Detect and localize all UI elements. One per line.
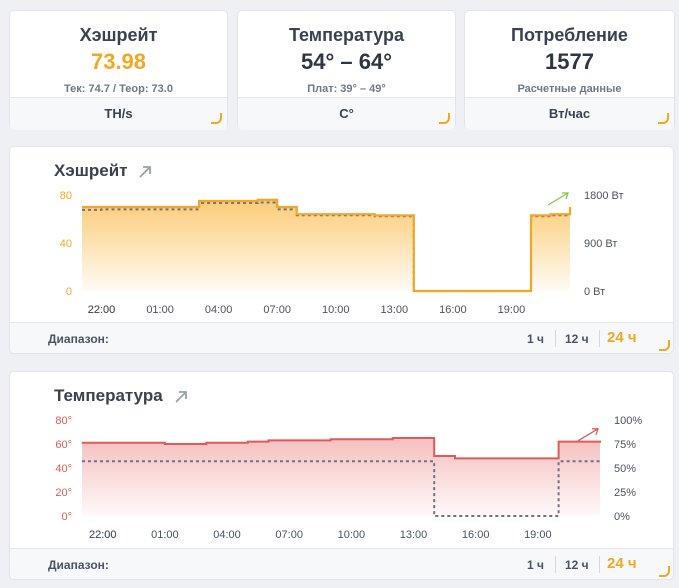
- corner-bracket-icon: [659, 566, 670, 577]
- consumption-stat-card: Потребление 1577 Расчетные данные Вт/час: [464, 10, 675, 130]
- series-area: [82, 438, 600, 516]
- y-tick-right: 0%: [614, 511, 630, 523]
- corner-bracket-icon: [659, 340, 670, 351]
- range-1h-button[interactable]: 1 ч: [527, 332, 544, 346]
- corner-bracket-icon: [658, 113, 669, 124]
- stat-subtext: Расчетные данные: [517, 83, 622, 95]
- trend-arrow-icon: [577, 428, 599, 442]
- x-tick: 01:00: [151, 529, 179, 541]
- range-label: Диапазон:: [48, 558, 109, 572]
- x-tick: 22:00: [88, 304, 116, 316]
- x-tick: 13:00: [381, 304, 409, 316]
- panel-title: Температура: [54, 386, 163, 405]
- stat-title: Хэшрейт: [79, 25, 158, 45]
- x-tick: 22:00: [88, 304, 116, 316]
- x-tick: 16:00: [439, 304, 467, 316]
- range-divider: [555, 330, 556, 347]
- x-tick: 04:00: [213, 529, 241, 541]
- y-tick-right: 100%: [614, 415, 642, 427]
- y-tick-right: 75%: [614, 439, 636, 451]
- y-tick-right: 1800 Вт: [584, 190, 624, 202]
- stat-title: Температура: [288, 25, 405, 45]
- y-tick-left: 40°: [55, 463, 72, 475]
- stat-unit: TH/s: [10, 97, 227, 130]
- stat-title: Потребление: [511, 25, 628, 45]
- y-tick-left: 60°: [55, 439, 72, 451]
- trend-arrow-icon: [547, 192, 569, 206]
- stat-unit: C°: [238, 97, 455, 130]
- corner-bracket-icon: [439, 113, 450, 124]
- series-line-main: [82, 198, 572, 293]
- range-12h-button[interactable]: 12 ч: [565, 332, 589, 346]
- x-tick: 10:00: [338, 529, 366, 541]
- corner-bracket-icon: [211, 113, 222, 124]
- series-line-secondary: [82, 460, 600, 517]
- temperature-stat-card: Температура 54° – 64° Плат: 39° – 49° C°: [237, 10, 456, 130]
- x-tick: 19:00: [524, 529, 552, 541]
- series-area: [82, 199, 570, 291]
- trend-arrowhead-icon: [592, 428, 599, 436]
- series-line-main: [82, 437, 601, 460]
- range-label: Диапазон:: [48, 332, 109, 346]
- range-footer: Диапазон: 1 ч 12 ч 24 ч: [10, 322, 673, 353]
- range-12h-button[interactable]: 12 ч: [565, 558, 589, 572]
- expand-arrow-icon[interactable]: [138, 165, 152, 179]
- x-tick: 10:00: [322, 304, 350, 316]
- x-tick: 19:00: [498, 304, 526, 316]
- x-tick: 16:00: [462, 529, 490, 541]
- y-tick-right: 0 Вт: [584, 286, 605, 298]
- x-tick: 22:00: [89, 529, 117, 541]
- panel-title: Хэшрейт: [54, 161, 128, 180]
- y-tick-left: 80°: [55, 415, 72, 427]
- y-tick-left: 0°: [61, 511, 72, 523]
- x-tick: 22:00: [89, 529, 117, 541]
- y-tick-left: 40: [60, 238, 72, 250]
- y-tick-left: 80: [60, 190, 72, 202]
- hashrate-chart-panel: Хэшрейт 80 40 0 1800 Вт 900 Вт 0 Вт 22:00 01:00…: [9, 146, 674, 354]
- x-tick: 01:00: [146, 304, 174, 316]
- y-tick-right: 900 Вт: [584, 238, 617, 250]
- y-tick-right: 50%: [614, 463, 636, 475]
- temperature-chart: 80° 60° 40° 20° 0° 100% 75% 50% 25% 0% 22:00 01:00 0…: [55, 415, 642, 541]
- x-tick: 04:00: [205, 304, 233, 316]
- y-tick-right: 25%: [614, 487, 636, 499]
- stat-unit: Вт/час: [465, 97, 674, 130]
- x-tick: 07:00: [275, 529, 303, 541]
- stat-value: 73.98: [90, 49, 147, 74]
- range-24h-button[interactable]: 24 ч: [607, 555, 637, 572]
- stat-subtext: Тек: 74.7 / Теор: 73.0: [64, 83, 173, 95]
- temperature-chart-panel: Температура 80° 60° 40° 20° 0° 100% 75% 50% 25% 0…: [9, 371, 674, 580]
- range-divider: [555, 556, 556, 573]
- hashrate-chart: 80 40 0 1800 Вт 900 Вт 0 Вт 22:00 01:00 04:00 07:…: [60, 190, 624, 316]
- stat-subtext: Плат: 39° – 49°: [307, 83, 386, 95]
- range-divider: [599, 556, 600, 573]
- range-footer: Диапазон: 1 ч 12 ч 24 ч: [10, 548, 673, 579]
- range-1h-button[interactable]: 1 ч: [527, 558, 544, 572]
- x-tick: 13:00: [400, 529, 428, 541]
- y-tick-left: 0: [66, 286, 72, 298]
- x-tick: 07:00: [263, 304, 291, 316]
- range-24h-button[interactable]: 24 ч: [607, 329, 637, 346]
- trend-arrowhead-icon: [562, 192, 569, 200]
- y-tick-left: 20°: [55, 487, 72, 499]
- expand-arrow-icon[interactable]: [174, 390, 188, 404]
- range-divider: [599, 330, 600, 347]
- stat-value: 1577: [545, 49, 594, 74]
- hashrate-stat-card: Хэшрейт 73.98 Тек: 74.7 / Теор: 73.0 TH/…: [9, 10, 228, 130]
- stat-value: 54° – 64°: [301, 49, 392, 74]
